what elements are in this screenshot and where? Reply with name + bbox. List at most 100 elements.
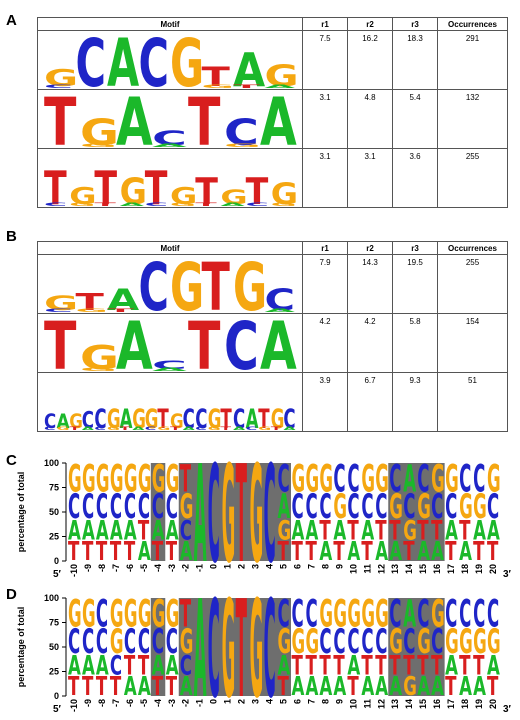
logo-letter-C: C [138, 622, 150, 661]
logo-letter-A: A [291, 515, 304, 546]
logo-letter-T: T [473, 538, 485, 568]
logo-letter-C: C [152, 487, 164, 526]
y-tick-label: 25 [49, 532, 59, 542]
logo-letter-A: A [82, 515, 95, 546]
logo-letter-T: T [403, 650, 415, 681]
logo-letter-minor: A [265, 84, 296, 89]
y-tick-label: 25 [49, 667, 59, 677]
logo-letter-T: T [220, 405, 231, 431]
logo-letter-T: T [124, 538, 136, 568]
logo-letter-G: G [347, 591, 361, 635]
logo-letter-G: G [361, 591, 375, 635]
header-motif: Motif [37, 17, 303, 31]
logo-letter-G: G [69, 182, 96, 207]
highlight-box [416, 463, 431, 561]
logo-letter-T: T [445, 538, 457, 568]
x-tick-label: -5 [139, 564, 149, 572]
header-r3: r3 [392, 17, 438, 31]
x-tick-label: 17 [446, 564, 456, 574]
r3-cell: 5.4 [392, 89, 438, 149]
motif-logo: CC AG GT CA CC GG AT GA GC TG GT CA CC GG TT CA AC TG GT CA [44, 405, 296, 431]
strand-5prime-label: 5′ [53, 704, 62, 715]
logo-letter-G: G [361, 456, 375, 500]
y-tick-label: 50 [49, 507, 59, 517]
logo-letter-G: G [220, 187, 247, 207]
logo-letter-C: C [96, 591, 108, 635]
logo-letter-A: A [375, 538, 388, 568]
logo-letter-A: A [333, 515, 346, 546]
x-tick-label: 5 [279, 564, 289, 569]
logo-letter-A: A [417, 538, 430, 568]
logo-letter-C: C [82, 622, 94, 661]
highlight-box [206, 463, 222, 561]
logo-letter-A: A [124, 673, 137, 703]
logo-letter-G: G [333, 487, 347, 526]
logo-letter-minor: T [233, 84, 260, 89]
panel-label-a: A [6, 12, 17, 29]
logo-letter-C: C [278, 456, 290, 500]
logo-letter-T: T [389, 650, 401, 681]
logo-letter-T: T [258, 405, 269, 431]
logo-letter-minor: A [82, 426, 94, 431]
logo-letter-T: T [347, 673, 359, 703]
logo-letter-T: T [236, 590, 247, 720]
logo-letter-minor: G [170, 202, 196, 207]
logo-letter-A: A [305, 673, 318, 703]
logo-letter-minor: G [202, 84, 234, 89]
logo-letter-C: C [166, 622, 178, 661]
logo-letter-C: C [291, 487, 303, 526]
x-tick-label: 1 [223, 564, 233, 569]
logo-letter-A: A [389, 538, 402, 568]
occurrences-cell: 291 [437, 30, 508, 90]
logo-letter-A: A [260, 90, 297, 148]
logo-letter-C: C [403, 622, 415, 661]
r3-cell: 5.8 [392, 313, 438, 373]
logo-letter-C: C [124, 622, 136, 661]
y-axis-label: percentage of total [16, 472, 26, 553]
logo-letter-C: C [283, 405, 295, 431]
x-tick-label: 14 [404, 699, 414, 709]
table-row: G C C A C G T G A T G A 7.5 16.2 18.3 291 [37, 30, 508, 90]
logo-letter-A: A [445, 515, 458, 546]
r2-cell: 3.1 [347, 148, 393, 208]
logo-letter-C: C [94, 405, 106, 431]
logo-letter-G: G [208, 405, 222, 431]
logo-letter-A: A [375, 673, 388, 703]
logo-letter-G: G [170, 31, 204, 89]
logo-letter-C: C [487, 487, 499, 526]
logo-letter-C: C [208, 590, 220, 720]
logo-letter-G: G [180, 622, 194, 661]
logo-letter-minor: C [145, 426, 157, 431]
logo-letter-G: G [305, 622, 319, 661]
logo-letter-T: T [487, 673, 499, 703]
logo-letter-T: T [188, 90, 220, 148]
logo-letter-C: C [224, 112, 259, 148]
logo-letter-G: G [375, 591, 389, 635]
logo-letter-T: T [389, 515, 401, 546]
x-tick-label: -8 [97, 699, 107, 707]
logo-letter-G: G [170, 255, 204, 313]
logo-letter-C: C [152, 622, 164, 661]
logo-letter-T: T [110, 538, 122, 568]
logo-letter-A: A [431, 538, 444, 568]
logo-letter-A: A [138, 673, 151, 703]
logo-letter-T: T [431, 650, 443, 681]
logo-letter-T: T [124, 650, 136, 681]
highlight-box [262, 598, 278, 696]
x-tick-label: 4 [265, 699, 275, 704]
x-tick-label: -5 [139, 699, 149, 707]
logo-letter-minor: G [107, 426, 120, 431]
logo-letter-G: G [233, 255, 267, 313]
logo-letter-minor: C [195, 426, 207, 431]
logo-letter-C: C [333, 456, 345, 500]
logo-letter-A: A [180, 538, 193, 568]
logo-letter-T: T [445, 673, 457, 703]
logo-letter-C: C [82, 487, 94, 526]
r2-cell: 4.2 [347, 313, 393, 373]
x-tick-label: 8 [320, 564, 330, 569]
logo-letter-T: T [157, 405, 168, 431]
logo-letter-T: T [417, 515, 429, 546]
